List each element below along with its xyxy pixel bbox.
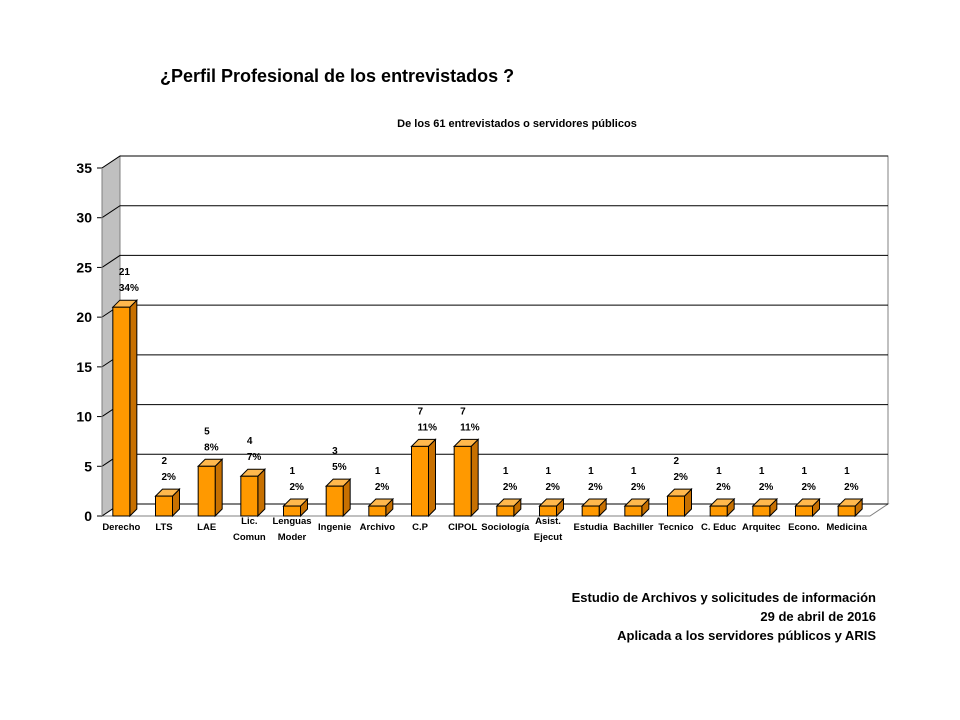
bar [752, 505, 771, 517]
bar [283, 505, 301, 517]
bar [411, 445, 429, 517]
y-tick-label: 5 [84, 458, 92, 474]
x-category-label: Medicina [826, 522, 867, 533]
bar [325, 485, 344, 517]
x-category-label: Ejecut [534, 532, 563, 543]
bar [709, 505, 728, 517]
bar-value-label: 1 [716, 466, 722, 477]
y-tick-label: 35 [76, 160, 92, 176]
x-category-label: LAE [197, 522, 216, 533]
bar [667, 495, 685, 517]
x-category-label: Lic. [241, 516, 257, 527]
footer-study-line: Estudio de Archivos y solicitudes de inf… [571, 590, 876, 605]
bar [496, 505, 515, 517]
chart-back-wall [119, 155, 889, 505]
y-tick-label: 0 [84, 508, 92, 524]
y-tick-label: 15 [76, 359, 92, 375]
bar [368, 505, 387, 517]
bar-percent-label: 2% [375, 482, 390, 493]
chart-subtitle: De los 61 entrevistados o servidores púb… [397, 118, 637, 130]
bar-value-label: 1 [375, 466, 381, 477]
x-category-label: Estudia [574, 522, 609, 533]
bar-percent-label: 11% [460, 422, 480, 433]
bar-value-label: 5 [204, 426, 210, 437]
bar-value-label: 1 [759, 466, 765, 477]
x-category-label: Asist. [535, 516, 561, 527]
x-category-label: Sociología [481, 522, 530, 533]
bar-value-label: 1 [546, 466, 552, 477]
bar-percent-label: 2% [844, 482, 859, 493]
x-category-label: Tecnico [658, 522, 693, 533]
bar-value-label: 3 [332, 446, 338, 457]
bar-value-label: 1 [588, 466, 594, 477]
x-category-label: Archivo [360, 522, 396, 533]
bar-percent-label: 2% [588, 482, 603, 493]
bar [197, 465, 216, 517]
bar [155, 495, 173, 517]
bar-percent-label: 8% [204, 442, 219, 453]
bar-percent-label: 2% [290, 482, 305, 493]
bar [240, 475, 259, 517]
bar-percent-label: 2% [674, 472, 689, 483]
bar-percent-label: 2% [546, 482, 561, 493]
x-category-label: LTS [155, 522, 172, 533]
x-category-label: Arquitec [742, 522, 781, 533]
gridline [101, 205, 888, 219]
bar-side [257, 468, 266, 518]
x-category-label: Comun [233, 532, 266, 543]
bar [539, 505, 557, 517]
bar-value-label: 1 [503, 466, 509, 477]
x-category-label: Lenguas [272, 516, 311, 527]
bar-side [129, 298, 138, 518]
bar-value-label: 21 [119, 267, 131, 278]
x-category-label: Derecho [102, 522, 140, 533]
x-category-label: Ingenie [318, 522, 351, 533]
bar [453, 445, 472, 517]
bar-percent-label: 2% [162, 472, 177, 483]
gridline [101, 155, 888, 169]
bar-value-label: 2 [674, 456, 680, 467]
bar-value-label: 2 [162, 456, 168, 467]
y-tick-label: 30 [76, 210, 92, 226]
bar [581, 505, 600, 517]
x-category-label: Moder [278, 532, 307, 543]
x-category-label: Econo. [788, 522, 820, 533]
bar-percent-label: 11% [418, 422, 438, 433]
bar-percent-label: 2% [503, 482, 518, 493]
x-category-label: CIPOL [448, 522, 477, 533]
bar [837, 505, 856, 517]
y-tick-label: 20 [76, 309, 92, 325]
bar-percent-label: 2% [631, 482, 646, 493]
bar-value-label: 7 [418, 406, 424, 417]
bar [112, 306, 131, 517]
chart-title: ¿Perfil Profesional de los entrevistados… [160, 66, 515, 86]
x-category-label: Bachiller [613, 522, 653, 533]
bar-percent-label: 5% [332, 462, 347, 473]
y-tick-label: 25 [76, 259, 92, 275]
chart-footer: Estudio de Archivos y solicitudes de inf… [572, 588, 876, 645]
bar-value-label: 1 [631, 466, 637, 477]
bar-value-label: 4 [247, 436, 253, 447]
bar-percent-label: 2% [759, 482, 774, 493]
bar-value-label: 1 [802, 466, 808, 477]
bar-value-label: 1 [290, 466, 296, 477]
footer-date-line: 29 de abril de 2016 [760, 609, 876, 624]
bar-percent-label: 2% [716, 482, 731, 493]
x-category-label: C.P [412, 522, 429, 533]
bar-side [214, 458, 223, 518]
x-category-label: C. Educ [701, 522, 736, 533]
bar-value-label: 7 [460, 406, 466, 417]
bar [795, 505, 813, 517]
footer-audience-line: Aplicada a los servidores públicos y ARI… [617, 628, 876, 643]
gridline [101, 254, 888, 268]
y-tick-label: 10 [76, 409, 92, 425]
bar [624, 505, 643, 517]
bar-percent-label: 2% [802, 482, 817, 493]
bar-side [428, 438, 436, 518]
bar-value-label: 1 [844, 466, 850, 477]
bar-percent-label: 7% [247, 452, 262, 463]
bar-percent-label: 34% [119, 283, 139, 294]
bar-side [470, 438, 479, 518]
